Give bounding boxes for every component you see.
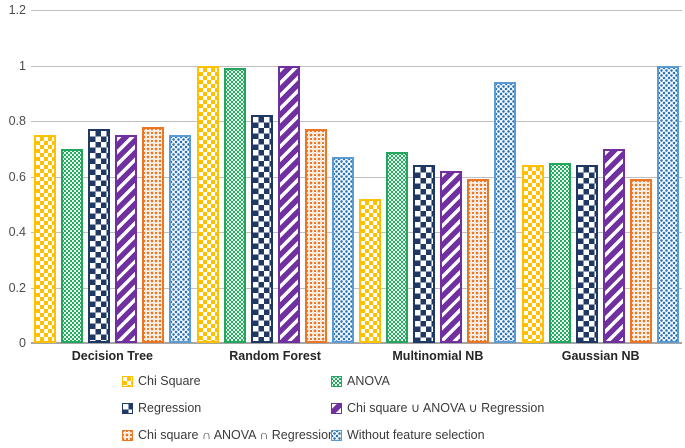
- y-tick-label: 0: [19, 336, 26, 350]
- gridline: [31, 65, 682, 67]
- bar-group-gaussian-nb: [519, 10, 682, 343]
- legend-item: Chi square ∩ ANOVA ∩ Regression: [122, 428, 335, 443]
- bar-group-multinomial-nb: [357, 10, 520, 343]
- chart-bar: [114, 134, 137, 343]
- y-tick-label: 0.4: [8, 225, 26, 239]
- chart-bar: [549, 162, 572, 343]
- y-tick-label: 1: [19, 58, 26, 73]
- x-axis-labels: Decision Tree Random Forest Multinomial NB…: [31, 349, 682, 363]
- chart-bar: [576, 165, 599, 343]
- legend-label: Chi square ∩ ANOVA ∩ Regression: [138, 428, 335, 442]
- x-axis-line: [31, 342, 682, 344]
- bar-group-decision-tree: [31, 10, 194, 343]
- chart-bar: [359, 198, 382, 343]
- legend-swatch: [122, 376, 133, 387]
- chart-bar: [141, 126, 164, 343]
- bar-group-random-forest: [194, 10, 357, 343]
- chart-bar: [223, 68, 246, 343]
- y-tick-label: 1.2: [8, 3, 26, 17]
- legend-label: Without feature selection: [347, 428, 485, 442]
- chart-bar: [250, 115, 273, 343]
- legend-label: ANOVA: [347, 374, 390, 388]
- chart-bar: [657, 65, 680, 343]
- chart-bar: [467, 179, 490, 343]
- gridline: [31, 121, 682, 122]
- legend-label: Chi Square: [138, 374, 201, 388]
- chart-bar: [386, 151, 409, 343]
- chart-bar: [331, 157, 354, 343]
- legend: Chi Square ANOVA Regression Chi square ∪ AN…: [122, 374, 544, 443]
- legend-swatch: [122, 403, 133, 414]
- legend-swatch: [331, 403, 342, 414]
- chart-bar: [60, 148, 83, 343]
- legend-item: Chi square ∪ ANOVA ∪ Regression: [331, 401, 544, 416]
- gridline: [31, 287, 682, 289]
- y-tick-label: 0.2: [8, 280, 26, 295]
- legend-label: Regression: [138, 401, 202, 415]
- chart-bar: [494, 82, 517, 343]
- chart-bar: [168, 134, 191, 343]
- chart-bar: [277, 65, 300, 343]
- y-tick-label: 0.8: [8, 114, 26, 128]
- legend-item: Chi Square: [122, 374, 331, 389]
- x-category-label: Multinomial NB: [392, 349, 484, 363]
- chart-bar: [304, 129, 327, 343]
- legend-label: Chi square ∪ ANOVA ∪ Regression: [347, 401, 545, 415]
- gridline: [31, 232, 682, 233]
- legend-item: Regression: [122, 401, 331, 416]
- gridline: [31, 176, 682, 178]
- x-category-label: Decision Tree: [71, 349, 154, 363]
- chart-bar: [196, 65, 219, 343]
- legend-swatch: [122, 430, 133, 441]
- chart-bar: [522, 165, 545, 343]
- y-tick-label: 0.6: [8, 169, 26, 184]
- chart-bar: [413, 165, 436, 343]
- chart-bar: [603, 148, 626, 343]
- gridline: [31, 10, 682, 11]
- chart-bar: [630, 179, 653, 343]
- legend-swatch: [331, 376, 342, 387]
- legend-item: Without feature selection: [331, 428, 544, 443]
- x-category-label: Random Forest: [229, 349, 321, 363]
- chart-bar: [87, 129, 110, 343]
- x-category-label: Gaussian NB: [561, 349, 640, 363]
- chart-bar: [440, 170, 463, 343]
- legend-item: ANOVA: [331, 374, 544, 389]
- plot-area: [31, 10, 682, 344]
- chart-bar: [33, 134, 56, 343]
- legend-swatch: [331, 430, 342, 441]
